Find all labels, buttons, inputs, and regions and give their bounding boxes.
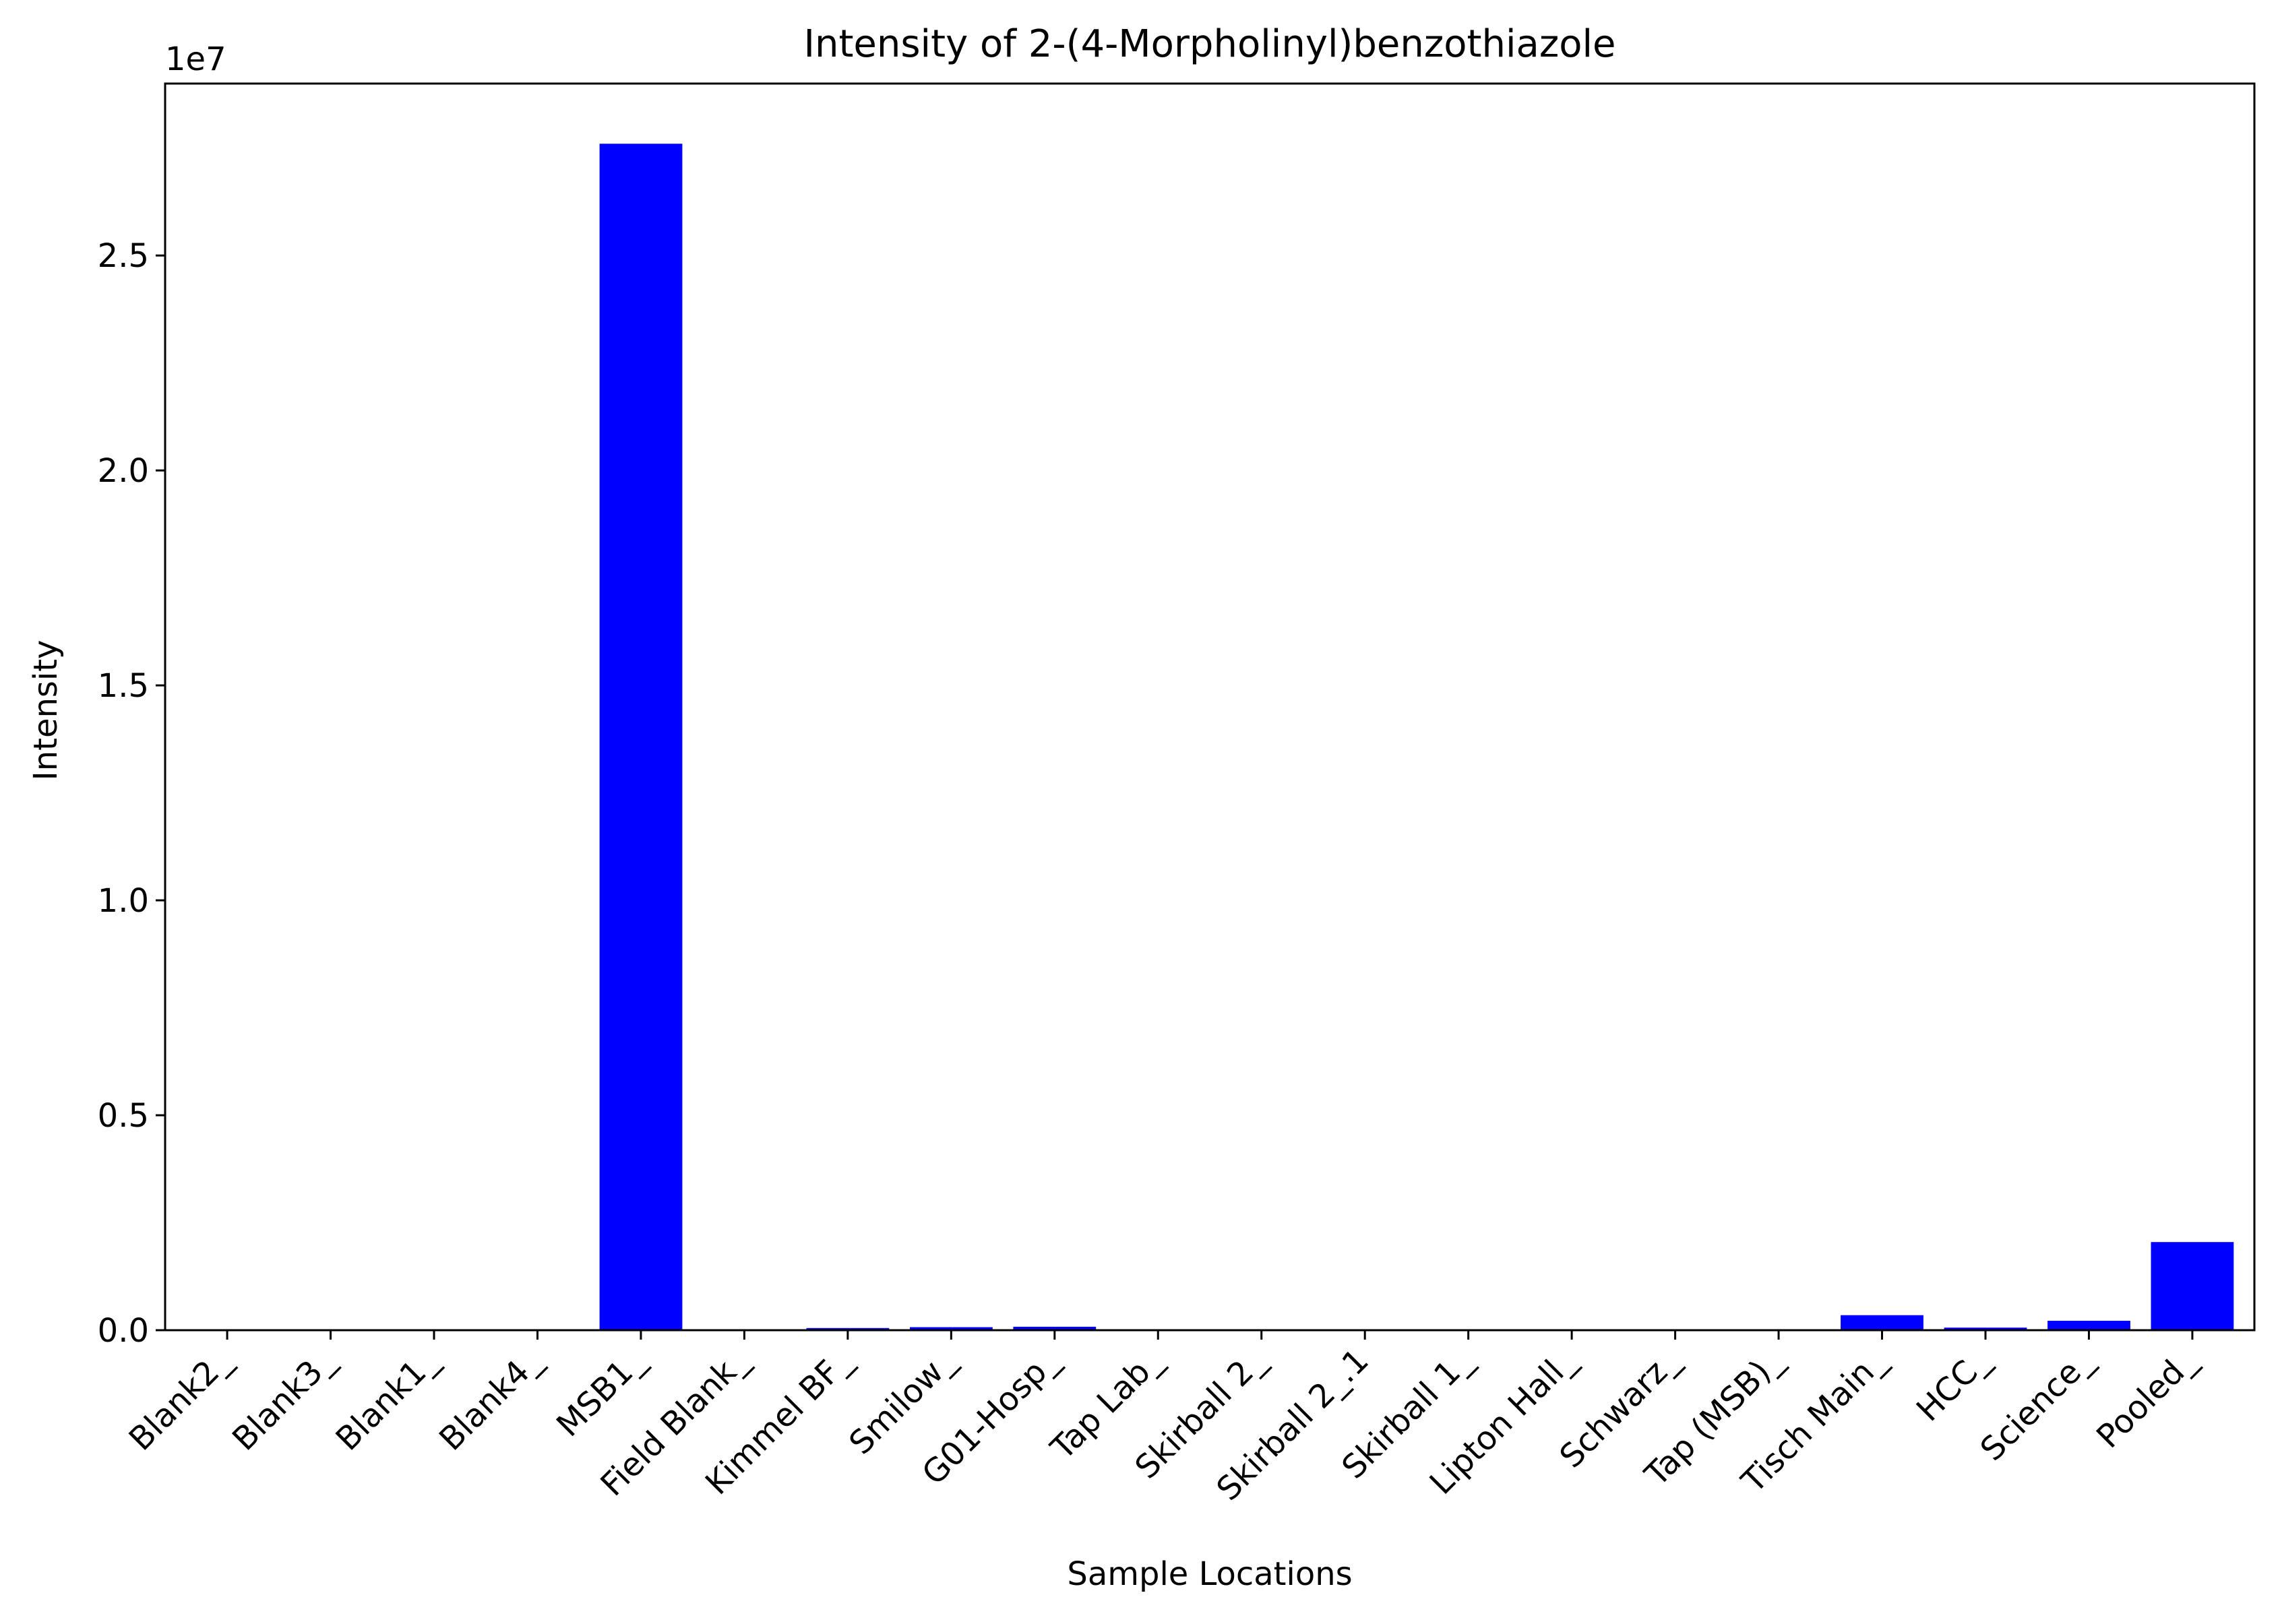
y-axis-ticks: 0.0 0.5 1.0 1.5 2.0 2.5: [98, 237, 165, 1350]
y-tick-label: 0.5: [98, 1097, 149, 1135]
bar: [1841, 1315, 1923, 1330]
y-tick-label: 2.0: [98, 452, 149, 490]
y-tick-label: 2.5: [98, 237, 149, 275]
bar: [806, 1328, 890, 1330]
x-axis-label: Sample Locations: [1067, 1555, 1352, 1593]
bar: [599, 144, 683, 1330]
y-axis-label: Intensity: [27, 640, 65, 781]
plot-area-frame: [164, 82, 2256, 1332]
chart-title: Intensity of 2-(4-Morpholinyl)benzothiaz…: [803, 22, 1615, 66]
y-tick-label: 1.5: [98, 667, 149, 705]
bar: [1013, 1326, 1097, 1330]
y-tick-label: 1.0: [98, 882, 149, 920]
y-axis-offset-label: 1e7: [165, 40, 226, 78]
y-tick-label: 0.0: [98, 1312, 149, 1350]
bar: [2151, 1242, 2234, 1330]
bar: [1944, 1328, 2027, 1330]
bar: [2047, 1321, 2130, 1330]
bar: [910, 1327, 993, 1330]
bars-layer: [599, 144, 2234, 1330]
